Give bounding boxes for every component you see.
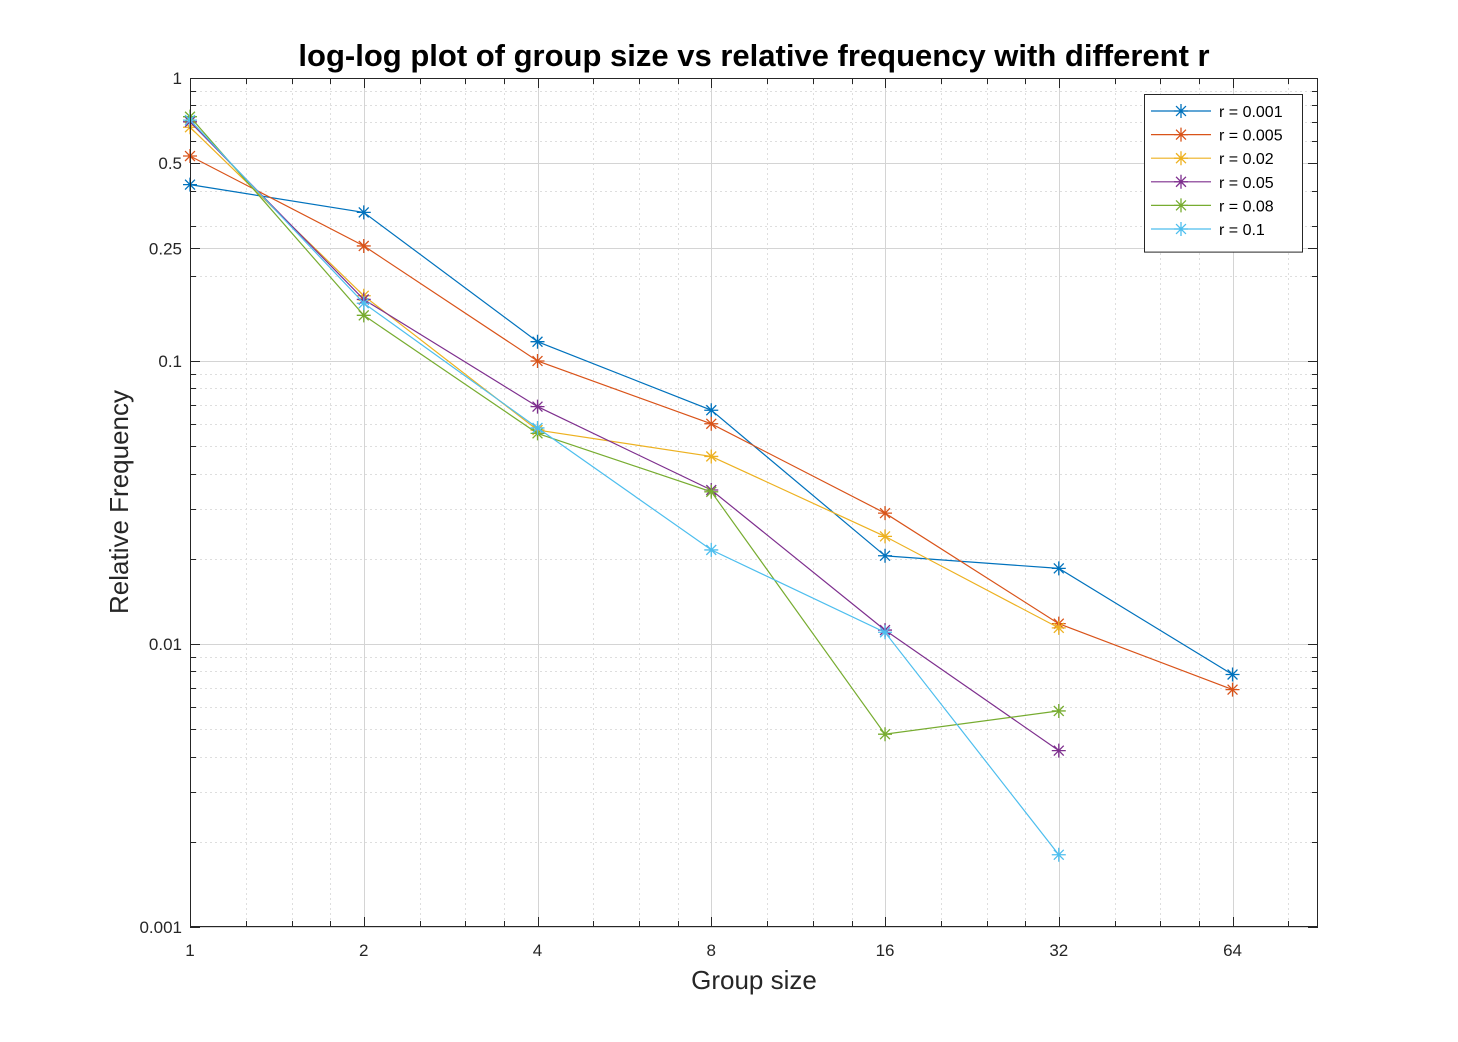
data-point-marker (356, 296, 371, 311)
legend-label: r = 0.1 (1219, 222, 1265, 239)
data-point-marker (704, 416, 719, 431)
legend-box (1144, 94, 1303, 253)
data-point-marker (704, 484, 719, 499)
data-point-marker (878, 625, 893, 640)
data-point-marker (878, 529, 893, 544)
data-point-marker (356, 308, 371, 323)
y-axis-label: Relative Frequency (104, 390, 134, 614)
series-line (189, 116, 1059, 735)
data-point-marker (530, 399, 545, 414)
data-point-marker (1051, 847, 1066, 862)
x-tick-label: 4 (533, 941, 542, 960)
data-point-marker (1174, 104, 1188, 118)
x-tick-label: 64 (1223, 941, 1242, 960)
legend: r = 0.001 r = 0.005 r = 0.02 r = 0.05 r = 0.… (1144, 94, 1303, 253)
data-point-marker (1174, 222, 1188, 236)
legend-item: r = 0.005 (1151, 127, 1283, 145)
y-tick-label: 0.001 (139, 918, 182, 937)
data-point-marker (1174, 174, 1188, 189)
x-tick-label: 16 (876, 941, 895, 960)
y-tick-labels: 0.001 0.01 0.1 0.25 0.5 1 (139, 69, 182, 937)
y-tick-label: 0.25 (149, 239, 182, 258)
data-point-marker (356, 238, 371, 253)
plot-frame (190, 78, 1318, 927)
data-point-marker (878, 727, 893, 742)
legend-item: r = 0.001 (1151, 104, 1283, 121)
data-point-marker (1051, 561, 1066, 576)
y-tick-label: 1 (173, 69, 182, 88)
data-point-marker (878, 548, 893, 563)
data-point-marker (704, 542, 719, 557)
legend-item: r = 0.05 (1151, 174, 1274, 192)
series-line (189, 119, 1060, 856)
x-tick-label: 2 (359, 941, 368, 960)
x-tick-label: 32 (1049, 941, 1068, 960)
data-point-marker (1051, 743, 1066, 758)
x-axis-label: Group size (691, 965, 817, 995)
series-line (189, 126, 1060, 629)
data-point-marker (530, 420, 545, 435)
x-tick-labels: 1 2 4 8 16 32 64 (185, 941, 1242, 960)
legend-label: r = 0.005 (1219, 128, 1283, 145)
data-point-marker (704, 449, 719, 464)
legend-label: r = 0.08 (1219, 198, 1274, 215)
legend-item: r = 0.02 (1151, 151, 1274, 168)
chart-title: log-log plot of group size vs relative f… (298, 38, 1209, 73)
y-tick-label: 0.5 (158, 154, 182, 173)
data-point-marker (530, 334, 545, 349)
data-point-marker (1174, 151, 1188, 166)
axis-ticks (190, 78, 1318, 928)
data-point-marker (356, 205, 371, 220)
y-tick-label: 0.01 (149, 635, 182, 654)
data-point-marker (1225, 667, 1240, 682)
y-tick-label: 0.1 (158, 352, 182, 371)
series-line (189, 121, 1060, 752)
legend-item: r = 0.1 (1151, 222, 1265, 239)
plot-area (190, 78, 1318, 927)
data-point-marker (1174, 198, 1188, 213)
x-tick-label: 1 (185, 941, 194, 960)
legend-label: r = 0.001 (1219, 104, 1283, 121)
legend-label: r = 0.02 (1219, 151, 1274, 168)
data-point-marker (1174, 127, 1188, 142)
data-point-marker (1051, 703, 1066, 718)
series-layer (183, 109, 1240, 862)
x-tick-label: 8 (707, 941, 716, 960)
data-point-marker (878, 506, 893, 521)
data-point-marker (704, 403, 719, 418)
data-point-marker (1051, 620, 1066, 635)
data-point-marker (530, 354, 545, 368)
legend-label: r = 0.05 (1219, 175, 1274, 192)
data-point-marker (1225, 682, 1240, 697)
legend-item: r = 0.08 (1151, 198, 1274, 215)
